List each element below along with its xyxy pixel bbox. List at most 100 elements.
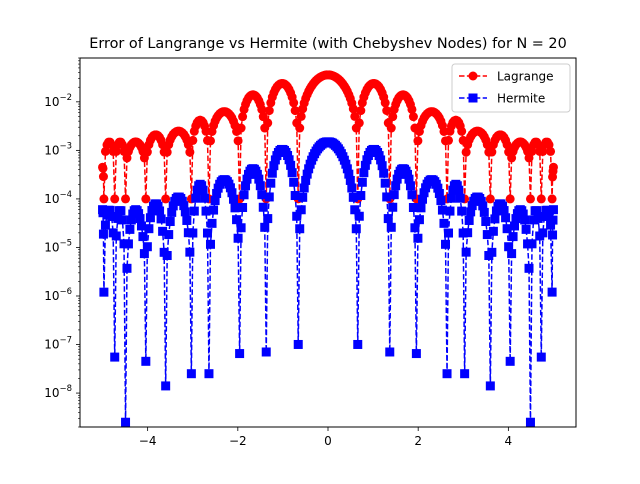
data-point-hermite	[379, 168, 389, 178]
data-point-hermite	[201, 206, 211, 216]
data-point-hermite	[156, 214, 166, 224]
data-point-lagrange	[525, 194, 535, 204]
data-point-lagrange	[461, 147, 471, 157]
data-point-hermite	[544, 210, 554, 220]
data-point-hermite	[138, 232, 148, 242]
data-point-hermite	[254, 174, 264, 184]
data-point-lagrange	[548, 162, 558, 172]
data-point-hermite	[98, 229, 108, 239]
data-point-hermite	[255, 181, 265, 191]
data-point-hermite	[145, 213, 155, 223]
data-point-hermite	[527, 239, 537, 249]
data-point-hermite	[405, 181, 415, 191]
data-point-lagrange	[98, 172, 108, 182]
data-point-hermite	[158, 226, 168, 236]
data-point-hermite	[189, 206, 199, 216]
y-tick-label: 10−8	[44, 384, 72, 400]
data-point-lagrange	[382, 106, 392, 116]
data-point-hermite	[353, 339, 363, 349]
data-point-hermite	[414, 215, 424, 225]
data-point-hermite	[210, 196, 220, 206]
data-point-hermite	[439, 218, 449, 228]
data-point-lagrange	[141, 194, 151, 204]
data-point-hermite	[548, 230, 558, 240]
data-point-hermite	[529, 215, 539, 225]
data-point-lagrange	[289, 98, 299, 108]
data-point-hermite	[202, 228, 212, 238]
data-point-hermite	[482, 230, 492, 240]
data-point-hermite	[185, 247, 195, 257]
data-point-lagrange	[502, 140, 512, 150]
data-point-hermite	[388, 202, 398, 212]
data-point-hermite	[252, 169, 262, 179]
data-point-hermite	[111, 231, 121, 241]
data-point-hermite	[347, 183, 357, 193]
data-point-lagrange	[388, 112, 398, 122]
data-point-lagrange	[505, 194, 515, 204]
data-point-hermite	[345, 175, 355, 185]
data-point-hermite	[153, 201, 163, 211]
data-point-hermite	[113, 213, 123, 223]
data-point-lagrange	[536, 194, 546, 204]
data-point-hermite	[121, 417, 131, 427]
data-point-hermite	[442, 369, 452, 379]
data-point-hermite	[188, 228, 198, 238]
data-point-lagrange	[110, 194, 120, 204]
data-point-hermite	[520, 215, 530, 225]
data-point-hermite	[260, 222, 270, 232]
data-point-hermite	[144, 224, 154, 234]
data-point-hermite	[536, 352, 546, 362]
data-point-hermite	[455, 193, 465, 203]
data-point-hermite	[162, 251, 172, 261]
data-point-hermite	[411, 349, 421, 359]
data-point-lagrange	[380, 98, 390, 108]
data-point-hermite	[232, 215, 242, 225]
data-point-lagrange	[487, 147, 497, 157]
data-point-hermite	[416, 203, 426, 213]
y-tick-label: 10−3	[44, 141, 72, 157]
data-point-hermite	[161, 381, 171, 391]
data-point-hermite	[100, 220, 110, 230]
data-point-hermite	[341, 159, 351, 169]
data-point-hermite	[548, 205, 558, 215]
data-point-hermite	[511, 214, 521, 224]
data-point-hermite	[436, 196, 446, 206]
data-point-hermite	[446, 193, 456, 203]
data-point-hermite	[377, 161, 387, 171]
data-point-hermite	[542, 205, 552, 215]
data-point-hermite	[261, 347, 271, 357]
data-point-hermite	[117, 215, 127, 225]
data-point-hermite	[301, 175, 311, 185]
data-point-hermite	[521, 224, 531, 234]
data-point-hermite	[233, 233, 243, 243]
data-point-hermite	[391, 181, 401, 191]
data-point-hermite	[376, 155, 386, 165]
data-point-hermite	[165, 217, 175, 227]
data-point-hermite	[508, 232, 518, 242]
data-point-lagrange	[142, 147, 152, 157]
data-point-lagrange	[121, 194, 131, 204]
data-point-hermite	[267, 168, 277, 178]
data-point-hermite	[507, 249, 517, 259]
chart-title: Error of Langrange vs Hermite (with Cheb…	[89, 36, 566, 52]
y-tick-label: 10−2	[44, 93, 72, 109]
data-point-lagrange	[205, 136, 215, 146]
y-axis: 10−8 10−7 10−6 10−5 10−4 10−3 10−2	[44, 57, 80, 428]
data-point-hermite	[410, 223, 420, 233]
data-point-hermite	[504, 242, 514, 252]
data-point-hermite	[107, 211, 117, 221]
data-point-lagrange	[356, 106, 366, 116]
data-point-hermite	[204, 369, 214, 379]
data-point-hermite	[242, 174, 252, 184]
data-point-hermite	[139, 249, 149, 259]
data-point-hermite	[385, 347, 395, 357]
data-point-hermite	[264, 192, 274, 202]
data-point-hermite	[342, 164, 352, 174]
data-point-hermite	[502, 224, 512, 234]
data-point-hermite	[239, 190, 249, 200]
data-point-hermite	[525, 417, 535, 427]
y-tick-label: 10−4	[44, 190, 72, 206]
data-point-hermite	[433, 183, 443, 193]
data-point-lagrange	[354, 118, 364, 128]
data-point-hermite	[479, 207, 489, 217]
